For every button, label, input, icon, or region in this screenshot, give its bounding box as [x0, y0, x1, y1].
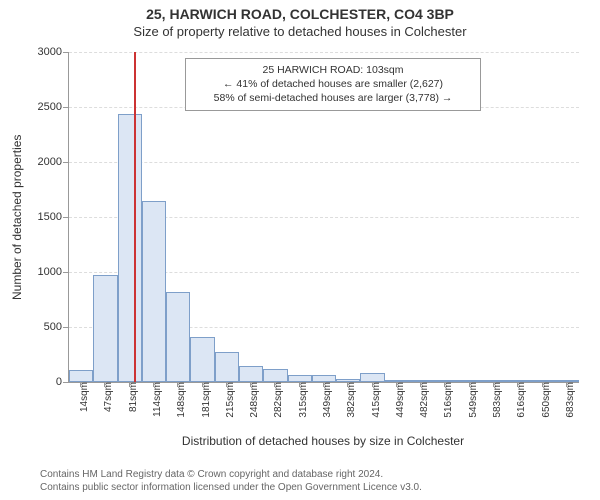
xtick-label: 549sqm [464, 382, 479, 418]
annotation-line-2: ← 41% of detached houses are smaller (2,… [194, 77, 472, 91]
xtick-label: 181sqm [197, 382, 212, 418]
histogram-bar [69, 370, 93, 382]
ytick-label: 0 [56, 376, 68, 388]
histogram-bar [263, 369, 287, 382]
ytick-label: 2500 [38, 101, 68, 113]
ytick-label: 3000 [38, 46, 68, 58]
annotation-box: 25 HARWICH ROAD: 103sqm ← 41% of detache… [185, 58, 481, 111]
xtick-label: 81sqm [124, 382, 139, 412]
xtick-label: 382sqm [342, 382, 357, 418]
xtick-label: 683sqm [561, 382, 576, 418]
xtick-label: 415sqm [367, 382, 382, 418]
xtick-label: 449sqm [391, 382, 406, 418]
histogram-bar [312, 375, 336, 382]
histogram-bar [142, 201, 166, 383]
xtick-label: 148sqm [172, 382, 187, 418]
xtick-label: 215sqm [221, 382, 236, 418]
xtick-label: 482sqm [415, 382, 430, 418]
chart-container: 25, HARWICH ROAD, COLCHESTER, CO4 3BP Si… [0, 0, 600, 500]
footer-line-1: Contains HM Land Registry data © Crown c… [40, 468, 590, 481]
xtick-label: 315sqm [294, 382, 309, 418]
histogram-bar [239, 366, 263, 383]
xtick-label: 516sqm [439, 382, 454, 418]
footer: Contains HM Land Registry data © Crown c… [40, 468, 590, 494]
histogram-bar [288, 375, 312, 382]
annotation-line-1: 25 HARWICH ROAD: 103sqm [194, 63, 472, 77]
ytick-label: 1000 [38, 266, 68, 278]
ytick-label: 500 [44, 321, 68, 333]
xtick-label: 282sqm [269, 382, 284, 418]
xtick-label: 14sqm [75, 382, 90, 412]
histogram-bar [360, 373, 384, 382]
ytick-label: 1500 [38, 211, 68, 223]
footer-line-2: Contains public sector information licen… [40, 481, 590, 494]
histogram-bar [215, 352, 239, 382]
x-axis-title: Distribution of detached houses by size … [68, 434, 578, 448]
histogram-bar [93, 275, 117, 382]
y-axis-label: Number of detached properties [10, 52, 24, 382]
xtick-label: 248sqm [245, 382, 260, 418]
ytick-label: 2000 [38, 156, 68, 168]
chart-plot-area: 25 HARWICH ROAD: 103sqm ← 41% of detache… [68, 52, 578, 382]
plot-background: 25 HARWICH ROAD: 103sqm ← 41% of detache… [68, 52, 579, 383]
xtick-label: 583sqm [488, 382, 503, 418]
sub-title: Size of property relative to detached ho… [0, 22, 600, 39]
xtick-label: 616sqm [512, 382, 527, 418]
xtick-label: 47sqm [99, 382, 114, 412]
histogram-bar [166, 292, 190, 382]
histogram-bar [118, 114, 142, 382]
annotation-line-3: 58% of semi-detached houses are larger (… [194, 91, 472, 105]
main-title: 25, HARWICH ROAD, COLCHESTER, CO4 3BP [0, 0, 600, 22]
property-marker-line [134, 52, 136, 382]
xtick-label: 349sqm [318, 382, 333, 418]
xtick-label: 114sqm [148, 382, 163, 417]
histogram-bar [190, 337, 214, 382]
xtick-label: 650sqm [537, 382, 552, 418]
